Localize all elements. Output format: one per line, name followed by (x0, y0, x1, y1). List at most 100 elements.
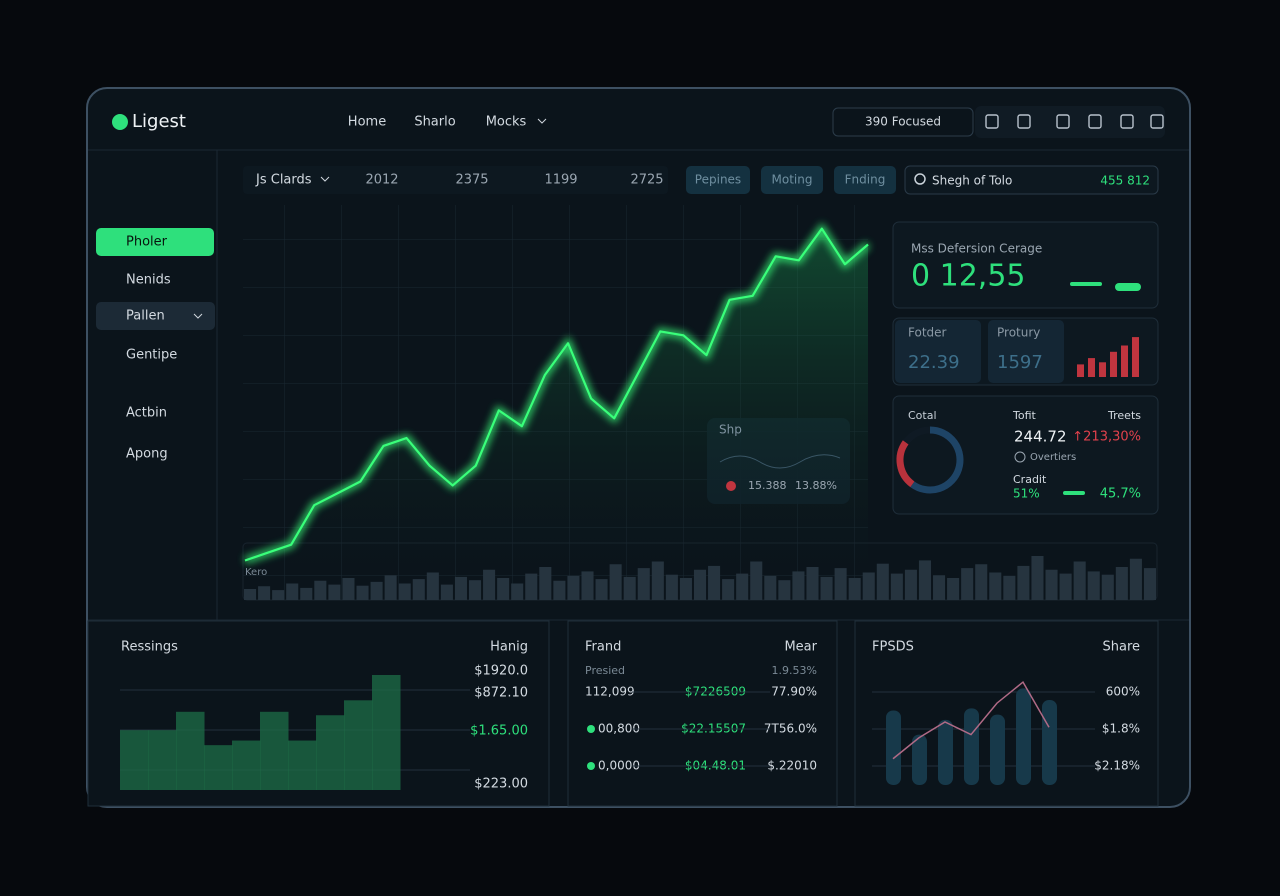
mini-bar (1077, 364, 1084, 377)
overlay-title: Shp (719, 423, 742, 437)
panel (567, 620, 838, 807)
focus-button[interactable] (832, 107, 974, 137)
toolbar-icon[interactable] (1120, 114, 1134, 129)
toolbar-stat: 2375 (455, 173, 488, 188)
volume-bar (328, 584, 341, 600)
panel-value: $872.10 (474, 686, 528, 701)
volume-bar (412, 579, 425, 600)
pill-label[interactable]: Pepines (695, 173, 741, 187)
volume-bar (609, 564, 622, 600)
volume-bar (834, 568, 847, 600)
volume-bar (918, 560, 932, 600)
panel-header: Share (1102, 640, 1140, 655)
volume-bar (806, 567, 819, 600)
volume-bar (623, 576, 636, 600)
volume-bar (792, 571, 805, 600)
volume-bar (961, 568, 974, 600)
pill[interactable] (686, 166, 750, 194)
stat-title: Mss Defersion Cerage (911, 242, 1042, 256)
dropdown-caret (320, 176, 330, 182)
volume-bar (1059, 573, 1072, 600)
dropdown[interactable]: Js Clards (255, 173, 312, 188)
sidebar-item[interactable]: Apong (126, 447, 168, 462)
toolbar-icon[interactable] (1056, 114, 1070, 129)
volume-bar (693, 569, 707, 600)
dropdown-caret (193, 313, 203, 319)
volume-bar (483, 569, 496, 600)
nav-link[interactable]: Sharlo (414, 115, 455, 130)
column-label: Treets (1107, 409, 1141, 422)
volume-bar (848, 578, 861, 600)
mini-bar (1132, 337, 1139, 377)
area-step (148, 730, 177, 790)
chart-label: Kero (245, 567, 267, 578)
volume-bar (468, 580, 482, 600)
volume-bar (511, 583, 524, 600)
mini-bar (1110, 351, 1117, 377)
volume-bar (300, 587, 313, 600)
table-cell: $.22010 (767, 759, 817, 773)
search-icon (914, 173, 926, 185)
volume-bar (342, 578, 355, 600)
volume-bar (722, 579, 735, 600)
pill[interactable] (761, 166, 823, 194)
volume-bar (525, 573, 538, 600)
volume-bar (637, 568, 650, 600)
mini-card-value: 1597 (997, 352, 1043, 373)
volume-bar (764, 575, 777, 600)
volume-bar (1017, 565, 1030, 600)
volume-bar (356, 585, 369, 600)
nav-link[interactable]: Home (348, 115, 386, 130)
volume-bar (904, 569, 917, 600)
panel-header: Mear (784, 640, 817, 655)
table-cell: 77.90% (771, 685, 817, 699)
credit-value: 51% (1013, 487, 1040, 501)
toolbar-icon[interactable] (1150, 114, 1164, 129)
sidebar-item[interactable]: Actbin (126, 406, 167, 421)
sidebar-item[interactable]: Gentipe (126, 348, 177, 363)
donut-segment (910, 426, 964, 494)
toolbar-icon[interactable] (985, 114, 999, 129)
pill-label[interactable]: Moting (772, 173, 813, 187)
volume-bar (736, 573, 749, 600)
volume-bar (1143, 568, 1156, 600)
volume-bar (567, 575, 580, 600)
stat-indicator (1070, 282, 1102, 286)
panel-value: $1920.0 (474, 664, 528, 679)
active-nav-item[interactable] (96, 228, 214, 256)
panel-value: 600% (1106, 685, 1140, 699)
sidebar-item[interactable]: Pholer (126, 235, 168, 250)
volume-bar (1003, 575, 1016, 600)
volume-bar (258, 586, 271, 600)
toolbar-icon[interactable] (1088, 114, 1102, 129)
volume-bar (778, 580, 791, 600)
sub-icon (1014, 451, 1026, 463)
volume-bar (286, 583, 299, 600)
table-header: Presied (585, 664, 625, 677)
nav-item-selected[interactable] (96, 302, 215, 330)
sidebar-item[interactable]: Pallen (126, 309, 165, 324)
toolbar-stat: 2012 (365, 173, 398, 188)
logo-text: Ligest (132, 111, 186, 132)
toolbar-icon[interactable] (1017, 114, 1031, 129)
sidebar-item[interactable]: Nenids (126, 273, 171, 288)
nav-link[interactable]: Mocks (486, 115, 527, 130)
pill[interactable] (834, 166, 896, 194)
summary-value: 244.72 (1014, 428, 1067, 446)
panel-bar (964, 708, 979, 785)
volume-bar (384, 575, 397, 600)
pill-label[interactable]: Fnding (845, 173, 886, 187)
search-text: Shegh of Tolo (932, 174, 1012, 188)
area-step (232, 740, 261, 790)
volume-bar (890, 573, 903, 600)
panel-value: $1.65.00 (470, 724, 528, 739)
volume-bar (820, 576, 833, 600)
stat-value: 0 12,55 (911, 259, 1026, 294)
area-step (288, 740, 317, 790)
mini-card-value: 22.39 (908, 352, 960, 373)
search-box[interactable] (904, 165, 1159, 195)
credit-label: Cradit (1013, 473, 1047, 486)
price-area (245, 228, 868, 600)
volume-bar (426, 572, 439, 600)
volume-bar (1087, 571, 1100, 600)
